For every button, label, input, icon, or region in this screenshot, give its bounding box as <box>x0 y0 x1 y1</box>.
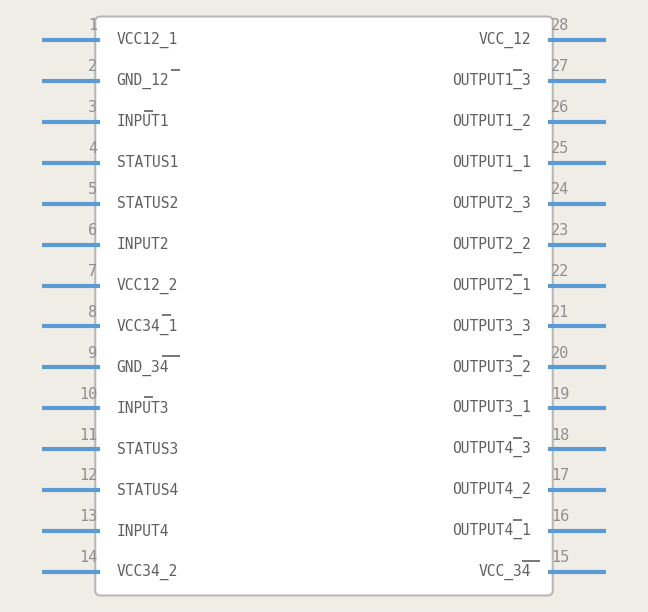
Text: VCC_34: VCC_34 <box>479 564 531 580</box>
Text: OUTPUT4_1: OUTPUT4_1 <box>452 523 531 539</box>
Text: 1: 1 <box>88 18 97 33</box>
Text: 7: 7 <box>88 264 97 278</box>
Text: 26: 26 <box>551 100 569 115</box>
Text: OUTPUT1_2: OUTPUT1_2 <box>452 114 531 130</box>
Text: 28: 28 <box>551 18 569 33</box>
Text: 20: 20 <box>551 346 569 360</box>
Text: 8: 8 <box>88 305 97 319</box>
Text: 19: 19 <box>551 387 569 401</box>
Text: 23: 23 <box>551 223 569 237</box>
Text: 10: 10 <box>79 387 97 401</box>
Text: INPUT2: INPUT2 <box>117 237 169 252</box>
Text: 4: 4 <box>88 141 97 156</box>
Text: STATUS1: STATUS1 <box>117 155 178 170</box>
Text: INPUT3: INPUT3 <box>117 401 169 416</box>
Text: 3: 3 <box>88 100 97 115</box>
Text: VCC12_1: VCC12_1 <box>117 32 178 48</box>
Text: OUTPUT1_1: OUTPUT1_1 <box>452 155 531 171</box>
Text: 12: 12 <box>79 468 97 483</box>
Text: 9: 9 <box>88 346 97 360</box>
Text: OUTPUT2_1: OUTPUT2_1 <box>452 277 531 294</box>
Text: 25: 25 <box>551 141 569 156</box>
Text: VCC12_2: VCC12_2 <box>117 277 178 294</box>
Text: VCC_12: VCC_12 <box>479 32 531 48</box>
Text: 5: 5 <box>88 182 97 197</box>
Text: OUTPUT3_3: OUTPUT3_3 <box>452 318 531 335</box>
Text: 6: 6 <box>88 223 97 237</box>
Text: 15: 15 <box>551 550 569 565</box>
Text: 17: 17 <box>551 468 569 483</box>
Text: INPUT1: INPUT1 <box>117 114 169 129</box>
Text: 21: 21 <box>551 305 569 319</box>
Text: 14: 14 <box>79 550 97 565</box>
Text: 16: 16 <box>551 509 569 524</box>
Text: STATUS3: STATUS3 <box>117 442 178 457</box>
Text: GND_12: GND_12 <box>117 73 169 89</box>
Text: STATUS2: STATUS2 <box>117 196 178 211</box>
Text: STATUS4: STATUS4 <box>117 483 178 498</box>
Text: GND_34: GND_34 <box>117 359 169 376</box>
Text: INPUT4: INPUT4 <box>117 524 169 539</box>
Text: OUTPUT3_1: OUTPUT3_1 <box>452 400 531 417</box>
Text: VCC34_2: VCC34_2 <box>117 564 178 580</box>
Text: 2: 2 <box>88 59 97 74</box>
Text: OUTPUT2_2: OUTPUT2_2 <box>452 236 531 253</box>
Text: VCC34_1: VCC34_1 <box>117 318 178 335</box>
Text: 11: 11 <box>79 428 97 442</box>
FancyBboxPatch shape <box>95 17 553 595</box>
Text: OUTPUT1_3: OUTPUT1_3 <box>452 73 531 89</box>
Text: OUTPUT4_3: OUTPUT4_3 <box>452 441 531 457</box>
Text: OUTPUT2_3: OUTPUT2_3 <box>452 195 531 212</box>
Text: 27: 27 <box>551 59 569 74</box>
Text: 24: 24 <box>551 182 569 197</box>
Text: 22: 22 <box>551 264 569 278</box>
Text: OUTPUT4_2: OUTPUT4_2 <box>452 482 531 498</box>
Text: 18: 18 <box>551 428 569 442</box>
Text: OUTPUT3_2: OUTPUT3_2 <box>452 359 531 376</box>
Text: 13: 13 <box>79 509 97 524</box>
